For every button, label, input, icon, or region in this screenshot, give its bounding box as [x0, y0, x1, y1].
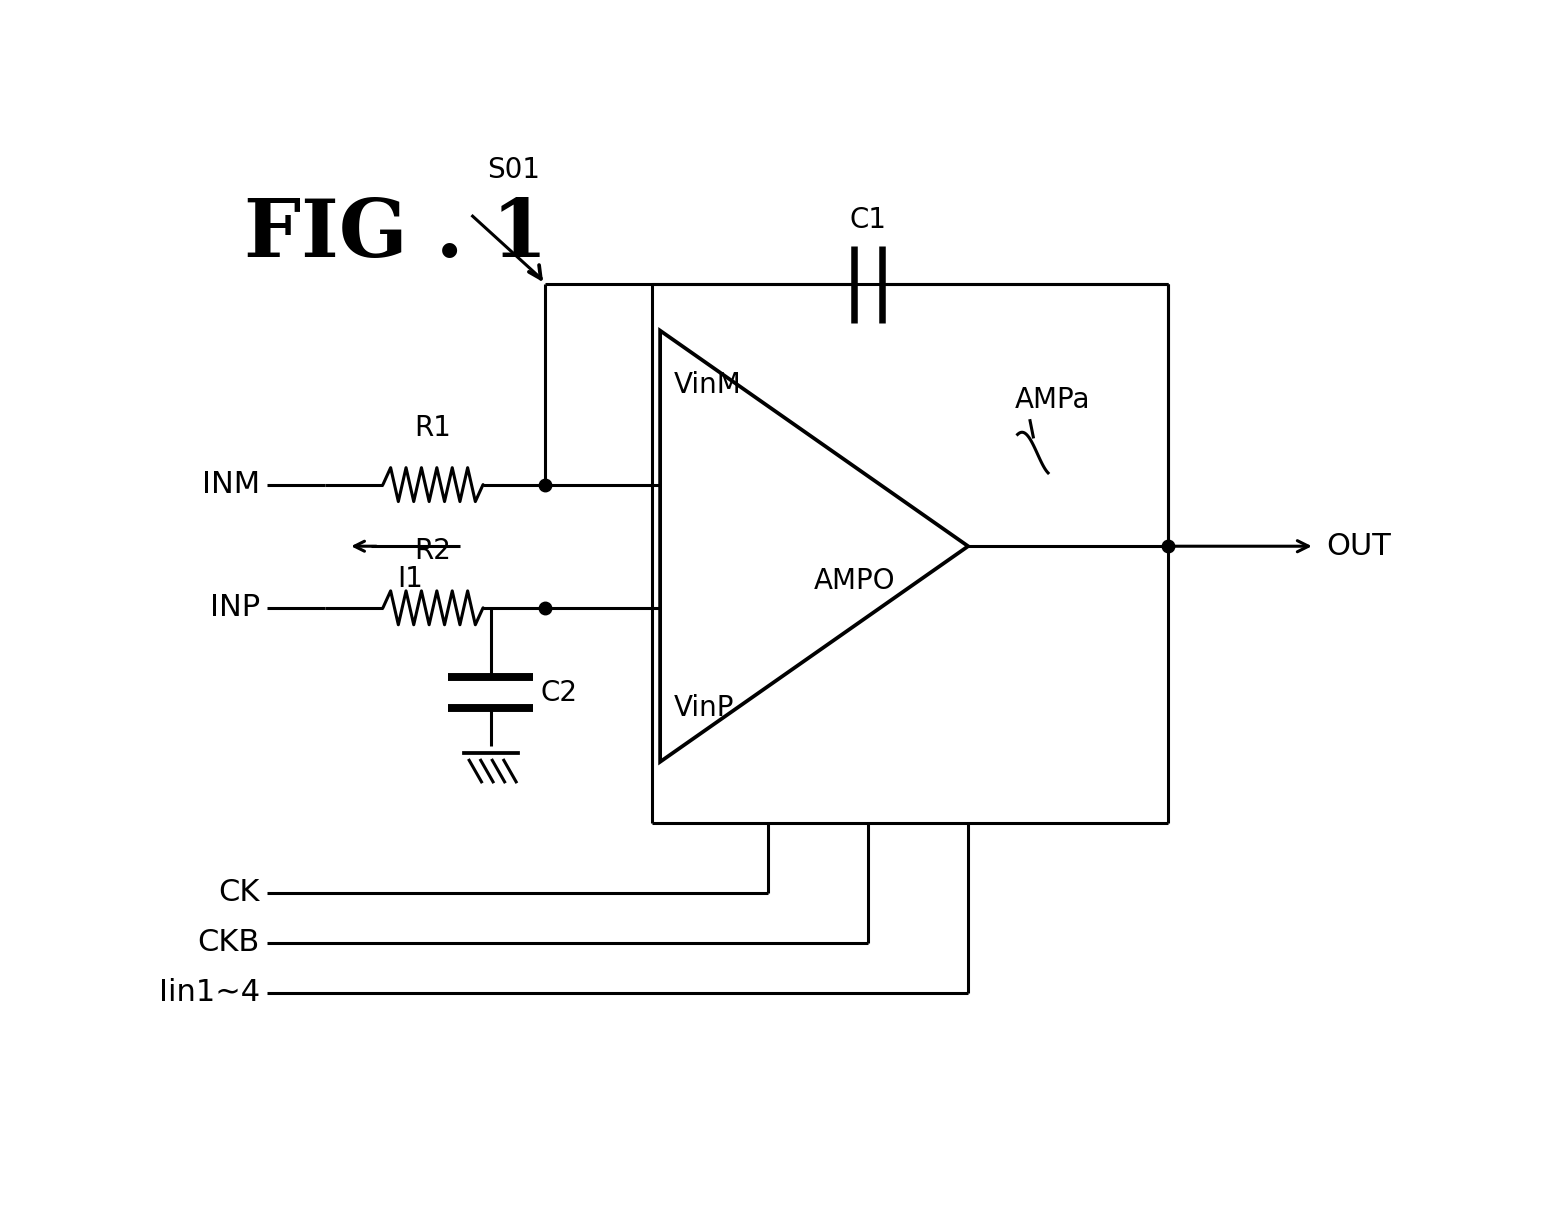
Text: AMPO: AMPO	[814, 567, 895, 594]
Text: FIG . 1: FIG . 1	[244, 196, 549, 274]
Text: CK: CK	[219, 878, 260, 907]
Text: VinM: VinM	[674, 371, 741, 399]
Text: CKB: CKB	[197, 928, 260, 958]
Text: C1: C1	[850, 206, 886, 235]
Text: R2: R2	[415, 538, 451, 565]
Text: Iin1∼4: Iin1∼4	[159, 979, 260, 1007]
Text: S01: S01	[486, 156, 539, 184]
Text: INM: INM	[202, 470, 260, 499]
Text: R1: R1	[415, 414, 451, 442]
Text: I1: I1	[396, 565, 423, 593]
Text: VinP: VinP	[674, 694, 735, 722]
Text: AMPa: AMPa	[1015, 386, 1089, 414]
Text: C2: C2	[541, 679, 578, 706]
Text: INP: INP	[210, 593, 260, 623]
Text: OUT: OUT	[1326, 532, 1391, 561]
